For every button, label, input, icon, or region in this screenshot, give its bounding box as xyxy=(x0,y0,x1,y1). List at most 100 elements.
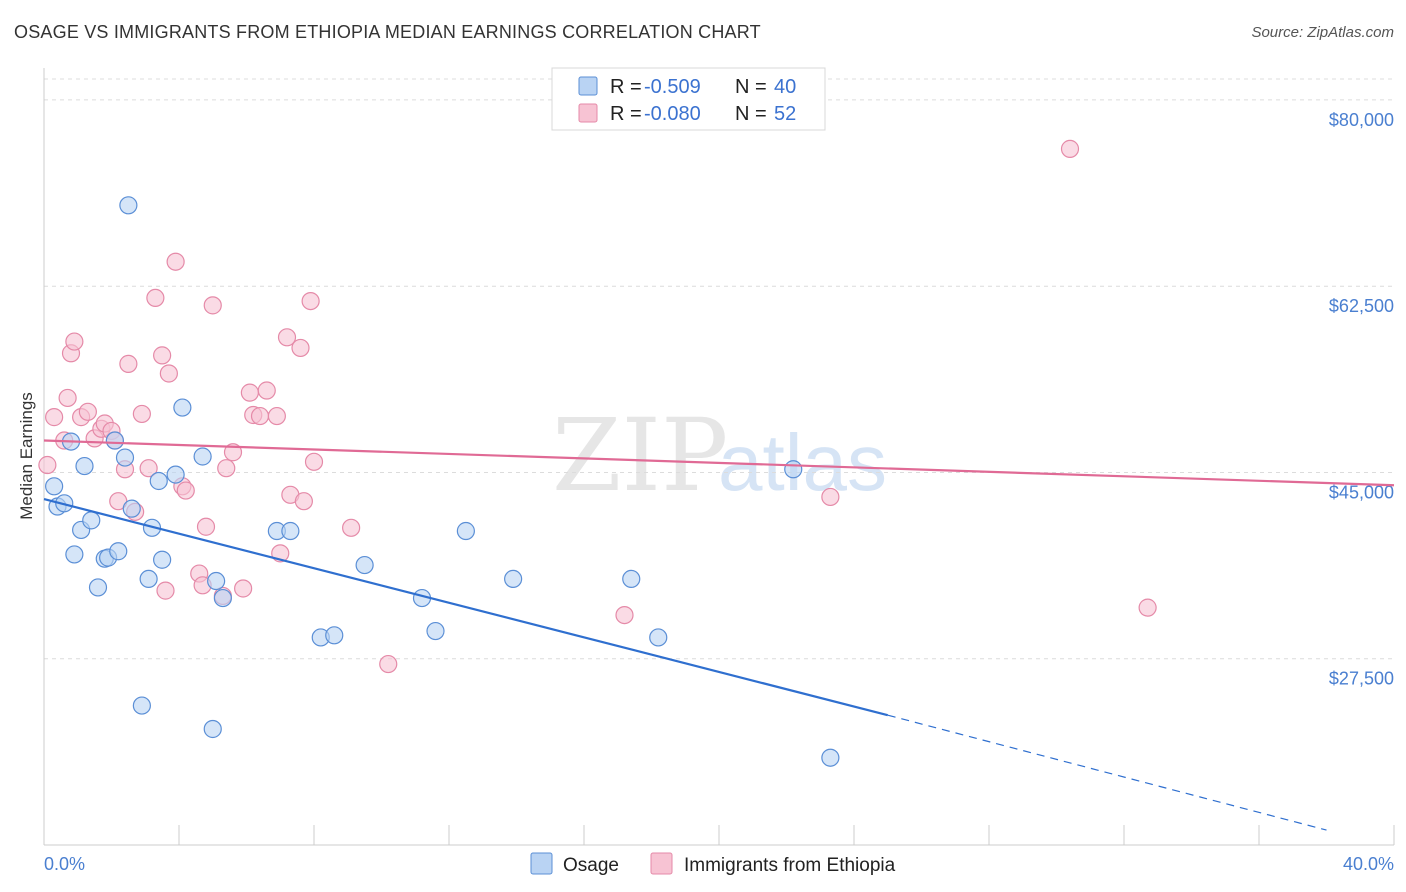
osage-point xyxy=(426,621,445,641)
osage-point xyxy=(139,569,158,589)
ethiopia-point xyxy=(1138,598,1157,617)
ethiopia-point xyxy=(159,364,178,383)
osage-point xyxy=(193,447,212,466)
ethiopia-point xyxy=(139,459,158,478)
ethiopia-point xyxy=(58,388,77,408)
x-ticks xyxy=(43,825,1395,845)
ethiopia-point xyxy=(176,481,195,500)
osage-point xyxy=(119,196,138,215)
osage-point xyxy=(65,545,84,564)
ethiopia-point xyxy=(277,328,297,347)
bottom-legend-ethiopia: Immigrants from Ethiopia xyxy=(684,855,896,876)
watermark-zip: ZIP xyxy=(552,397,728,514)
ethiopia-point xyxy=(250,406,270,426)
osage-point xyxy=(105,431,124,450)
legend-swatch-osage xyxy=(578,76,598,96)
series-ethiopia-points xyxy=(38,139,1157,674)
osage-point xyxy=(75,456,94,476)
osage-point xyxy=(88,578,108,597)
ethiopia-point xyxy=(156,581,175,600)
osage-point xyxy=(82,511,101,530)
osage-point xyxy=(821,748,840,767)
osage-point xyxy=(45,477,64,496)
ethiopia-point xyxy=(38,455,57,475)
ethiopia-point xyxy=(203,296,222,315)
osage-point xyxy=(122,499,141,518)
legend-n-value-ethiopia: 52 xyxy=(774,103,796,125)
trend-lines xyxy=(43,439,1395,831)
ethiopia-point xyxy=(146,288,165,308)
bottom-legend-swatch-osage xyxy=(530,852,553,875)
osage-point xyxy=(649,628,668,647)
ethiopia-point xyxy=(291,338,310,358)
osage-point xyxy=(166,465,185,484)
gridlines xyxy=(44,78,1394,660)
ethiopia-point xyxy=(379,654,398,674)
bottom-legend-osage: Osage xyxy=(563,855,619,876)
osage-trend-line xyxy=(43,498,889,717)
ethiopia-point xyxy=(821,487,840,507)
osage-point xyxy=(325,626,344,645)
y-tick-label: $80,000 xyxy=(1329,110,1394,130)
osage-point xyxy=(456,521,475,541)
legend-r-value-ethiopia: -0.080 xyxy=(644,103,701,125)
osage-point xyxy=(213,588,232,608)
ethiopia-point xyxy=(294,492,313,511)
ethiopia-point xyxy=(166,252,185,271)
osage-point xyxy=(173,398,192,417)
legend-n-label-osage: N = xyxy=(735,76,767,98)
ethiopia-point xyxy=(217,459,236,478)
ethiopia-point xyxy=(257,381,276,400)
legend-r-label-osage: R = xyxy=(610,76,642,98)
y-tick-labels: $27,500 $45,000 $62,500 $80,000 xyxy=(1329,110,1394,689)
osage-point xyxy=(132,696,151,715)
ethiopia-point xyxy=(240,383,259,402)
ethiopia-point xyxy=(45,408,64,427)
ethiopia-point xyxy=(196,517,216,536)
ethiopia-point xyxy=(234,579,253,598)
osage-trend-extension xyxy=(887,714,1327,831)
ethiopia-point xyxy=(132,404,151,424)
chart-title: OSAGE VS IMMIGRANTS FROM ETHIOPIA MEDIAN… xyxy=(14,22,761,42)
y-tick-label: $45,000 xyxy=(1329,482,1394,502)
osage-point xyxy=(109,542,128,561)
x-tick-label-max: 40.0% xyxy=(1343,854,1394,874)
ethiopia-point xyxy=(119,354,138,373)
bottom-legend: Osage Immigrants from Ethiopia xyxy=(530,852,896,876)
ethiopia-point xyxy=(615,605,634,625)
legend-n-value-osage: 40 xyxy=(774,76,796,98)
y-tick-label: $62,500 xyxy=(1329,296,1394,316)
osage-point xyxy=(149,471,168,491)
x-tick-label-min: 0.0% xyxy=(44,854,85,874)
legend-r-value-osage: -0.509 xyxy=(644,76,701,98)
legend-swatch-ethiopia xyxy=(578,103,598,123)
ethiopia-point xyxy=(342,518,361,537)
ethiopia-point xyxy=(304,452,324,471)
y-tick-label: $27,500 xyxy=(1329,669,1394,689)
ethiopia-point xyxy=(267,406,286,426)
osage-point xyxy=(355,555,374,575)
ethiopia-point xyxy=(78,402,97,421)
watermark-atlas: atlas xyxy=(718,418,887,507)
legend-n-label-ethiopia: N = xyxy=(735,103,767,125)
y-axis-label: Median Earnings xyxy=(17,392,36,520)
series-osage-points xyxy=(45,196,840,767)
osage-point xyxy=(504,569,523,589)
osage-point xyxy=(784,460,803,479)
bottom-legend-swatch-ethiopia xyxy=(650,852,673,875)
osage-point xyxy=(622,569,641,589)
ethiopia-point xyxy=(1060,139,1080,158)
ethiopia-point xyxy=(301,292,320,311)
legend-r-label-ethiopia: R = xyxy=(610,103,642,125)
ethiopia-point xyxy=(153,346,172,365)
ethiopia-trend-line xyxy=(43,439,1395,487)
osage-point xyxy=(281,521,300,541)
legend-box: R = -0.509 N = 40 R = -0.080 N = 52 xyxy=(551,67,826,131)
osage-point xyxy=(207,571,226,591)
source-label: Source: ZipAtlas.com xyxy=(1251,24,1394,41)
osage-point xyxy=(115,448,135,467)
ethiopia-point xyxy=(65,332,84,351)
osage-point xyxy=(153,550,172,569)
osage-point xyxy=(203,719,222,739)
